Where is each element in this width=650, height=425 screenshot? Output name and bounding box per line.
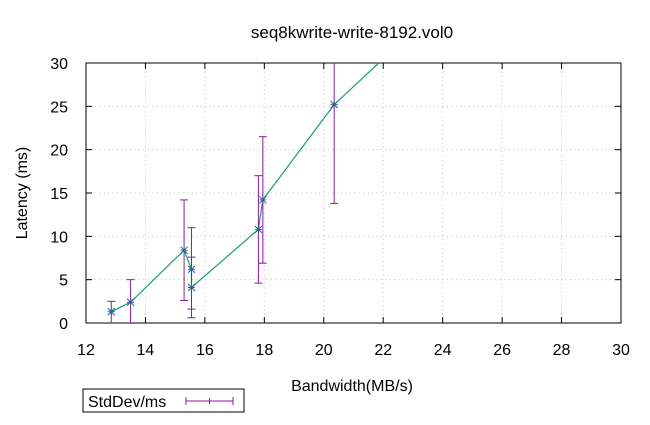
y-axis-label: Latency (ms) bbox=[14, 147, 31, 239]
data-point-stroke bbox=[180, 246, 188, 255]
data-point bbox=[254, 225, 263, 234]
data-point bbox=[258, 196, 267, 204]
x-tick-label: 24 bbox=[434, 342, 452, 359]
data-point-stroke bbox=[258, 196, 267, 204]
y-tick-label: 5 bbox=[59, 273, 68, 290]
y-tick-label: 30 bbox=[50, 56, 68, 73]
data-point bbox=[330, 100, 339, 109]
data-marks bbox=[107, 62, 380, 323]
y-tick-label: 0 bbox=[59, 316, 68, 333]
legend: StdDev/ms bbox=[82, 388, 245, 413]
series-line bbox=[111, 62, 380, 313]
chart-title: seq8kwrite-write-8192.vol0 bbox=[251, 23, 453, 42]
legend-label: StdDev/ms bbox=[88, 394, 166, 411]
data-point-stroke bbox=[187, 283, 196, 292]
y-tick-label: 20 bbox=[50, 143, 68, 160]
x-tick-label: 12 bbox=[77, 342, 95, 359]
data-point bbox=[187, 265, 196, 274]
x-tick-label: 22 bbox=[374, 342, 392, 359]
data-point bbox=[180, 246, 188, 255]
data-point-stroke bbox=[254, 225, 263, 234]
data-point-stroke bbox=[187, 265, 196, 274]
axis-ticks: 12 14 16 18 20 22 24 26 28 30 0 5 10 15 20 25 30 bbox=[50, 56, 630, 359]
data-point-stroke bbox=[107, 307, 116, 316]
y-tick-label: 25 bbox=[50, 99, 68, 116]
legend-box bbox=[82, 388, 245, 413]
data-point bbox=[107, 307, 116, 316]
legend-sample bbox=[185, 397, 234, 405]
data-point bbox=[187, 283, 196, 292]
x-tick-label: 14 bbox=[137, 342, 155, 359]
data-point bbox=[126, 298, 135, 307]
x-tick-label: 16 bbox=[196, 342, 214, 359]
y-tick-label: 10 bbox=[50, 229, 68, 246]
x-tick-label: 30 bbox=[612, 342, 630, 359]
data-point-stroke bbox=[330, 100, 339, 109]
x-axis-label: Bandwidth(MB/s) bbox=[291, 378, 413, 395]
y-tick-label: 15 bbox=[50, 186, 68, 203]
grid bbox=[86, 63, 621, 323]
x-tick-label: 28 bbox=[553, 342, 571, 359]
x-tick-label: 26 bbox=[493, 342, 511, 359]
x-tick-label: 18 bbox=[255, 342, 273, 359]
data-point-stroke bbox=[126, 298, 135, 307]
x-tick-label: 20 bbox=[315, 342, 333, 359]
